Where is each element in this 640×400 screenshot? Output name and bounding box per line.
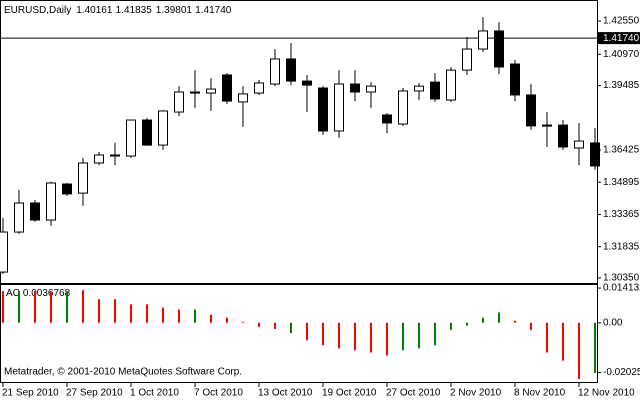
candle-body	[350, 83, 360, 93]
candle-body	[94, 154, 104, 164]
candle-body	[494, 30, 504, 68]
candle-body	[382, 114, 392, 124]
y-tick-label: 1.30350	[603, 273, 640, 284]
x-tick-label: 27 Oct 2010	[386, 388, 441, 399]
candle-body	[462, 48, 472, 71]
y-tick-label: 1.39485	[603, 80, 640, 91]
ohlc-high: 1.41835	[116, 5, 153, 16]
candle-body	[574, 140, 584, 149]
y-tick-label: 0.014132	[603, 283, 640, 294]
y-tick-label: 1.34895	[603, 177, 640, 188]
chart-title: EURUSD,Daily 1.40161 1.41835 1.39801 1.41740	[4, 5, 232, 16]
indicator-value: 0.0036768	[23, 288, 71, 299]
candle-body	[366, 85, 376, 93]
x-tick-label: 8 Nov 2010	[514, 388, 566, 399]
indicator-title: AC 0.0036768	[6, 288, 71, 299]
candle-body	[190, 91, 200, 94]
candle-body	[238, 93, 248, 103]
candle-body	[334, 83, 344, 132]
candle-body	[222, 74, 232, 102]
ohlc-open: 1.40161	[76, 5, 113, 16]
ohlc-low: 1.39801	[156, 5, 193, 16]
candle-body	[174, 91, 184, 113]
candle-body	[158, 110, 168, 146]
x-tick-label: 2 Nov 2010	[450, 388, 502, 399]
candle-body	[414, 85, 424, 92]
candle-body	[542, 124, 552, 127]
candle-body	[30, 202, 40, 221]
y-tick-label: 1.42550	[603, 16, 640, 27]
candle-body	[46, 182, 56, 221]
candle-body	[430, 81, 440, 100]
candle-body	[0, 231, 8, 273]
y-tick-label: -0.02025	[603, 367, 640, 378]
indicator-pane	[0, 284, 598, 383]
candle-body	[590, 142, 600, 167]
price-label-box	[598, 32, 640, 45]
candle-body	[286, 58, 296, 82]
symbol: EURUSD,Daily	[4, 5, 71, 16]
candle-body	[478, 30, 488, 50]
candle-body	[526, 94, 536, 127]
candle-body	[510, 63, 520, 96]
candle-body	[302, 80, 312, 86]
x-tick-label: 1 Oct 2010	[130, 388, 179, 399]
candle-body	[558, 124, 568, 148]
candle-body	[78, 162, 88, 194]
candle-body	[62, 183, 72, 195]
y-tick-label: 1.33365	[603, 209, 640, 220]
candle-body	[126, 119, 136, 157]
candle-body	[398, 90, 408, 125]
y-tick-label: 0.00	[603, 317, 623, 328]
candle-body	[270, 58, 280, 85]
candle-body	[206, 88, 216, 94]
candle-body	[318, 87, 328, 132]
y-tick-label: 1.36425	[603, 145, 640, 156]
candle-body	[14, 202, 24, 233]
x-tick-label: 19 Oct 2010	[322, 388, 377, 399]
indicator-name: AC	[6, 288, 20, 299]
x-tick-label: 12 Nov 2010	[578, 388, 635, 399]
candle-body	[142, 119, 152, 146]
candle-body	[446, 69, 456, 101]
y-tick-label: 1.40970	[603, 49, 640, 60]
ohlc-close: 1.41740	[195, 5, 232, 16]
candle-body	[110, 154, 120, 157]
x-tick-label: 13 Oct 2010	[258, 388, 313, 399]
y-tick-label: 1.31835	[603, 241, 640, 252]
copyright: Metatrader, © 2001-2010 MetaQuotes Softw…	[4, 367, 242, 378]
candle-body	[254, 82, 264, 94]
price-label: 1.41740	[603, 33, 640, 44]
x-tick-label: 7 Oct 2010	[194, 388, 243, 399]
x-tick-label: 21 Sep 2010	[2, 388, 59, 399]
main-pane	[0, 0, 598, 284]
x-tick-label: 27 Sep 2010	[66, 388, 123, 399]
